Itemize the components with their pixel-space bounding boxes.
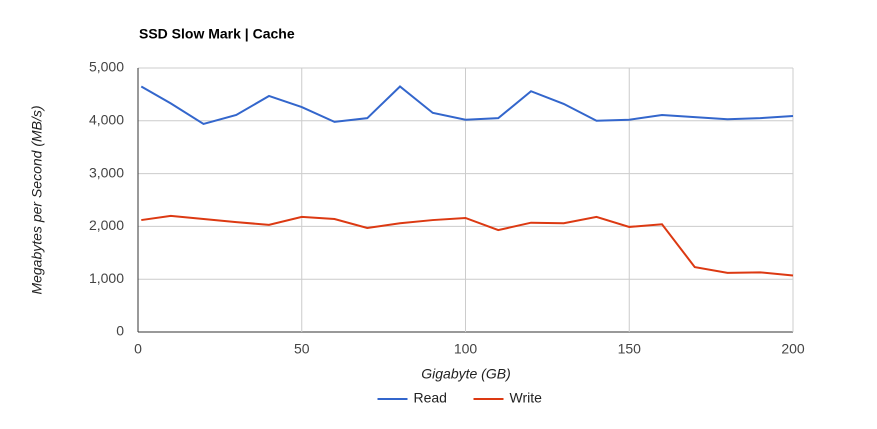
y-tick-label: 0 [116, 323, 124, 339]
x-tick-label: 100 [454, 341, 478, 357]
y-tick-label: 5,000 [89, 59, 124, 75]
line-series [141, 214, 794, 277]
x-tick-label: 0 [134, 341, 142, 357]
y-tick-label: 2,000 [89, 217, 124, 233]
y-tick-label: 3,000 [89, 164, 124, 180]
legend-label: Write [510, 390, 543, 406]
x-tick-label: 200 [781, 341, 805, 357]
line-series [140, 85, 794, 126]
y-tick-label: 1,000 [89, 270, 124, 286]
x-tick-label: 150 [618, 341, 642, 357]
x-tick-label: 50 [294, 341, 310, 357]
legend-label: Read [414, 390, 447, 406]
y-axis-title: Megabytes per Second (MB/s) [29, 105, 45, 294]
x-axis-title: Gigabyte (GB) [421, 366, 510, 382]
chart-title: SSD Slow Mark | Cache [139, 26, 295, 42]
y-tick-label: 4,000 [89, 112, 124, 128]
